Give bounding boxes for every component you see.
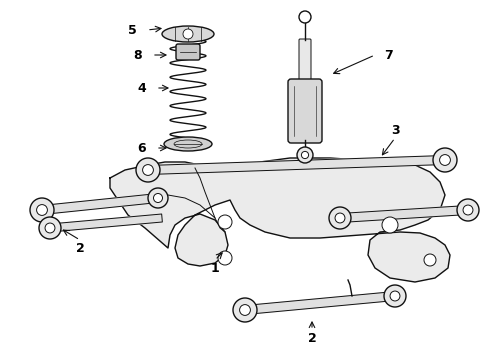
FancyBboxPatch shape <box>299 39 311 83</box>
Circle shape <box>148 188 168 208</box>
Polygon shape <box>340 206 468 222</box>
Circle shape <box>329 207 351 229</box>
Polygon shape <box>49 214 162 232</box>
Polygon shape <box>110 158 450 282</box>
FancyBboxPatch shape <box>176 44 200 60</box>
Circle shape <box>30 198 54 222</box>
FancyBboxPatch shape <box>288 79 322 143</box>
Text: 2: 2 <box>75 242 84 255</box>
Circle shape <box>297 147 313 163</box>
Circle shape <box>143 165 153 175</box>
Circle shape <box>233 298 257 322</box>
Text: 6: 6 <box>138 141 147 154</box>
Circle shape <box>457 199 479 221</box>
Text: 2: 2 <box>308 332 317 345</box>
Polygon shape <box>148 156 445 175</box>
Circle shape <box>424 254 436 266</box>
Text: 1: 1 <box>211 261 220 274</box>
Polygon shape <box>245 292 395 315</box>
Circle shape <box>39 217 61 239</box>
Text: 8: 8 <box>134 49 142 62</box>
Ellipse shape <box>162 26 214 42</box>
Circle shape <box>218 251 232 265</box>
Circle shape <box>153 194 163 202</box>
Text: 3: 3 <box>391 123 399 136</box>
Circle shape <box>382 217 398 233</box>
Circle shape <box>37 204 48 215</box>
Circle shape <box>45 223 55 233</box>
Text: 5: 5 <box>127 23 136 36</box>
Circle shape <box>463 205 473 215</box>
Text: 7: 7 <box>384 49 392 62</box>
Circle shape <box>218 215 232 229</box>
Circle shape <box>240 305 250 315</box>
Ellipse shape <box>164 137 212 151</box>
Circle shape <box>433 148 457 172</box>
Circle shape <box>384 285 406 307</box>
Circle shape <box>390 291 400 301</box>
Circle shape <box>136 158 160 182</box>
Circle shape <box>440 154 450 165</box>
Text: 4: 4 <box>138 81 147 95</box>
Circle shape <box>301 152 309 159</box>
Polygon shape <box>42 194 158 215</box>
Circle shape <box>183 29 193 39</box>
Circle shape <box>335 213 345 223</box>
